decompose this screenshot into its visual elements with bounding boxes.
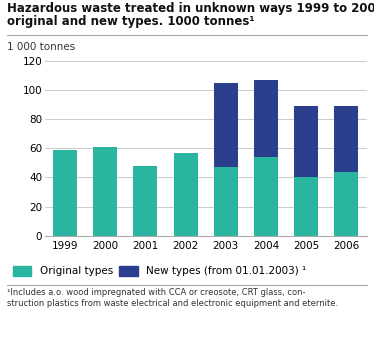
Bar xyxy=(334,172,358,236)
Bar xyxy=(174,153,197,236)
Text: Hazardous waste treated in unknown ways 1999 to 2006*,: Hazardous waste treated in unknown ways … xyxy=(7,2,374,15)
Bar xyxy=(294,106,318,178)
Bar xyxy=(214,83,238,167)
Text: ¹Includes a.o. wood impregnated with CCA or creosote, CRT glass, con-
struction : ¹Includes a.o. wood impregnated with CCA… xyxy=(7,288,338,308)
Bar xyxy=(254,157,278,236)
Bar xyxy=(93,147,117,236)
Bar xyxy=(294,178,318,236)
Text: original and new types. 1000 tonnes¹: original and new types. 1000 tonnes¹ xyxy=(7,15,255,28)
Legend: Original types, New types (from 01.01.2003) ¹: Original types, New types (from 01.01.20… xyxy=(13,266,307,276)
Text: 1 000 tonnes: 1 000 tonnes xyxy=(7,42,76,52)
Bar xyxy=(254,80,278,157)
Bar xyxy=(53,150,77,236)
Bar xyxy=(334,106,358,172)
Bar xyxy=(133,166,157,236)
Bar xyxy=(214,167,238,236)
